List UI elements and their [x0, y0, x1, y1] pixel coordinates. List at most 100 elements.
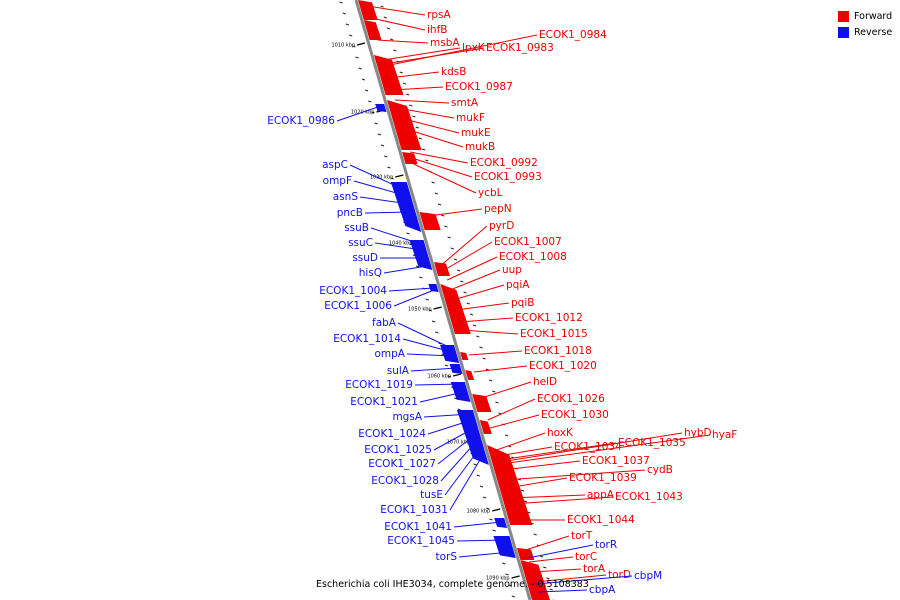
minor-tick	[546, 577, 550, 580]
minor-tick	[412, 115, 416, 118]
gene-label: ECOK1_1021	[350, 396, 418, 408]
forward-gene-block	[460, 352, 469, 360]
label-layer: rpsAihfBmsbAlpxKECOK1_0983ECOK1_0984kdsB…	[267, 5, 737, 596]
gene-label: ECOK1_1019	[345, 379, 413, 391]
reverse-gene-block	[456, 410, 489, 465]
legend-item-reverse: Reverse	[838, 24, 892, 40]
gene-label: ECOK1_0986	[267, 115, 335, 127]
gene-label: pqiA	[506, 279, 530, 291]
forward-gene-block	[363, 20, 382, 40]
gene-label: ssuD	[352, 252, 378, 264]
minor-tick	[428, 309, 433, 312]
major-tick	[492, 508, 501, 512]
label-connector	[388, 287, 434, 292]
gene-label: hoxK	[547, 427, 574, 439]
label-connector	[537, 589, 588, 593]
gene-label: sulA	[387, 365, 410, 377]
gene-label: hybD	[684, 427, 712, 439]
gene-label: mgsA	[392, 411, 422, 423]
minor-tick	[390, 177, 394, 180]
label-connector	[413, 163, 477, 194]
label-connector	[440, 439, 478, 482]
minor-tick	[489, 518, 493, 521]
label-connector	[383, 265, 428, 274]
label-connector	[370, 227, 421, 245]
major-tick	[452, 373, 462, 377]
label-connector	[409, 151, 469, 164]
minor-tick	[508, 584, 512, 587]
minor-tick	[460, 280, 464, 283]
label-connector	[410, 367, 457, 372]
gene-label: mukE	[461, 127, 491, 139]
gene-label: cydB	[647, 464, 673, 476]
gene-label: ssuC	[348, 237, 373, 249]
minor-tick	[495, 401, 499, 404]
minor-tick	[482, 357, 486, 360]
gene-label: ECOK1_1043	[615, 491, 683, 503]
label-connector	[383, 47, 461, 61]
label-connector	[371, 17, 426, 31]
minor-tick	[342, 12, 346, 15]
label-connector	[452, 284, 505, 301]
minor-tick	[463, 291, 467, 294]
minor-tick	[358, 67, 362, 70]
forward-gene-block	[472, 394, 492, 412]
figure-caption: Escherichia coli IHE3034, complete genom…	[316, 579, 589, 590]
label-connector	[385, 34, 538, 67]
label-connector	[406, 353, 454, 357]
genome-backbone	[354, 0, 532, 600]
gene-label: kdsB	[441, 66, 466, 78]
minor-tick	[488, 379, 493, 382]
label-connector	[444, 241, 493, 271]
minor-tick	[505, 573, 509, 576]
gene-label: aspC	[322, 159, 348, 171]
reverse-gene-block	[390, 182, 422, 232]
gene-label: ECOK1_1044	[567, 514, 635, 526]
gene-label: pepN	[484, 203, 512, 215]
gene-label: tusE	[420, 489, 443, 501]
tick-label: 1030 kbp	[370, 175, 394, 181]
gene-label: ihfB	[427, 24, 447, 36]
minor-tick	[345, 23, 350, 26]
forward-gene-block	[433, 262, 451, 276]
forward-gene-block	[465, 370, 475, 380]
reverse-gene-block	[494, 518, 508, 528]
forward-gene-block	[419, 212, 441, 230]
gene-label: msbA	[430, 37, 460, 49]
legend-label-reverse: Reverse	[854, 26, 893, 38]
label-connector	[499, 442, 617, 461]
minor-tick	[447, 375, 452, 378]
minor-tick	[402, 82, 407, 85]
minor-tick	[523, 500, 528, 503]
minor-tick	[421, 148, 426, 151]
gene-label: ECOK1_1015	[520, 328, 588, 340]
minor-tick	[476, 335, 480, 338]
minor-tick	[511, 595, 515, 598]
minor-tick	[502, 562, 506, 565]
forward-gene-block	[373, 55, 404, 95]
minor-tick	[435, 331, 439, 334]
gene-label: pncB	[337, 207, 363, 219]
gene-label: hyaF	[712, 429, 737, 441]
label-connector	[419, 391, 464, 403]
label-connector	[411, 157, 473, 178]
gene-label: helD	[533, 376, 557, 388]
gene-label: ECOK1_1037	[582, 455, 650, 467]
label-connector	[455, 302, 510, 311]
minor-tick	[418, 137, 423, 140]
label-connector	[468, 350, 523, 356]
minor-tick	[437, 203, 442, 206]
label-connector	[367, 5, 426, 16]
minor-tick	[377, 133, 382, 136]
gene-label: ECOK1_1008	[499, 251, 567, 263]
gene-label: asnS	[333, 191, 359, 203]
minor-tick	[456, 269, 461, 272]
gene-label: ECOK1_1006	[324, 300, 392, 312]
minor-tick	[539, 555, 544, 558]
tick-label: 1010 kbp	[331, 43, 355, 49]
gene-label: ycbL	[478, 187, 503, 199]
label-connector	[453, 521, 502, 528]
label-connector	[512, 496, 614, 505]
gene-label: uup	[502, 264, 522, 276]
